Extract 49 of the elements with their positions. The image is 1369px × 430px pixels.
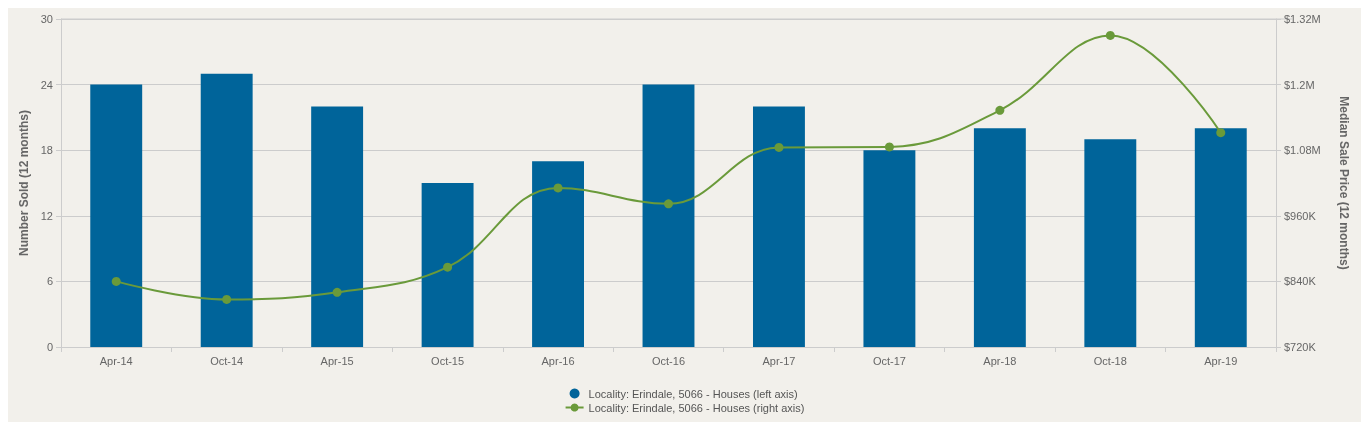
legend-label: Locality: Erindale, 5066 - Houses (right axis): [588, 401, 805, 414]
x-tick-label: Apr-15: [320, 354, 354, 367]
y-tick-label: 30: [40, 13, 53, 25]
y2-tick-label: $1.32M: [1284, 13, 1321, 25]
x-tick-label: Oct-17: [872, 354, 906, 367]
y2-tick-label: $720K: [1284, 341, 1317, 353]
x-tick-label: Oct-15: [431, 354, 465, 367]
bar: [973, 128, 1026, 347]
y-axis-title: Number Sold (12 months): [16, 109, 31, 257]
bar: [421, 183, 474, 347]
point: [332, 287, 342, 297]
y2-tick-label: $840K: [1284, 275, 1317, 288]
bar: [642, 84, 695, 347]
bar: [1084, 139, 1137, 347]
x-tick-label: Apr-16: [541, 354, 575, 367]
y2-axis-title: Median Sale Price (12 months): [1337, 96, 1351, 270]
point: [111, 276, 121, 286]
bar: [863, 150, 916, 347]
point: [1216, 128, 1226, 138]
bar: [753, 106, 805, 347]
point: [553, 183, 563, 193]
x-tick-label: Oct-18: [1093, 354, 1127, 367]
x-tick-label: Apr-19: [1204, 354, 1238, 367]
point: [222, 294, 232, 304]
point: [774, 142, 784, 152]
legend-label: Locality: Erindale, 5066 - Houses (left axis): [588, 387, 798, 400]
point: [884, 142, 894, 152]
y-tick-label: 18: [40, 144, 53, 157]
y-tick-label: 12: [40, 209, 53, 222]
x-tick-label: Oct-16: [651, 354, 686, 367]
y-tick-label: 6: [46, 275, 53, 288]
x-tick-label: Apr-18: [983, 354, 1017, 367]
bar: [532, 161, 584, 347]
x-tick-label: Apr-14: [99, 354, 133, 367]
point: [1105, 30, 1115, 40]
y2-tick-label: $1.2M: [1284, 78, 1315, 91]
point: [664, 199, 673, 209]
point: [443, 262, 453, 272]
x-tick-label: Apr-17: [762, 354, 796, 367]
bar: [311, 106, 364, 347]
y2-tick-label: $960K: [1284, 209, 1317, 222]
bar: [1194, 128, 1247, 347]
y-tick-label: 0: [46, 341, 53, 353]
bar: [90, 84, 143, 347]
point: [995, 105, 1005, 115]
bar: [200, 73, 253, 347]
y2-tick-label: $1.08M: [1284, 144, 1321, 157]
y-tick-label: 24: [40, 78, 53, 91]
x-tick-label: Oct-14: [210, 354, 244, 367]
